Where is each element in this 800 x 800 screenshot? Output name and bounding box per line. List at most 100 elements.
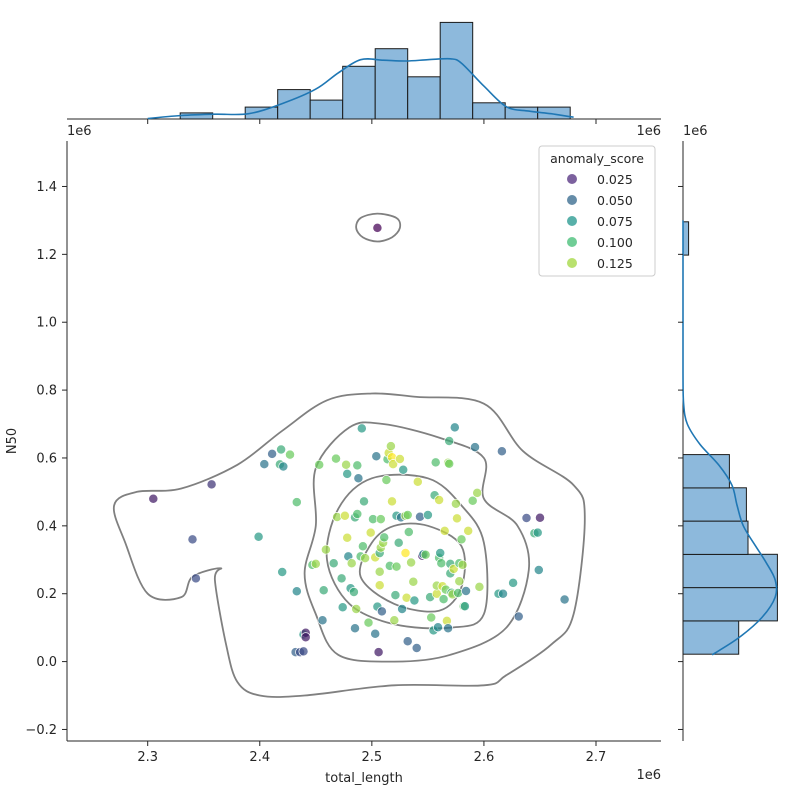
scatter-point [433,622,443,633]
legend-marker [567,174,577,184]
scatter-point [376,606,387,617]
scatter-point [298,646,309,657]
scatter-point [337,602,348,613]
legend-marker [567,237,577,247]
scatter-point [394,454,405,464]
marginal-x-bar [537,106,571,120]
marginal-y-histogram [682,220,778,656]
kde-contour-line [303,421,531,663]
marginal-y-bar [682,620,740,655]
scatter-point [291,497,302,508]
scatter-point [328,558,339,569]
scatter-point [521,513,532,523]
scatter-point [444,458,455,469]
scatter-point [370,628,381,639]
scatter-point [498,588,508,599]
y-tick-label: 0.0 [36,655,57,670]
scatter-point [430,457,441,468]
marginal-x-bar [342,65,376,120]
scatter-point [320,544,331,555]
y-marginal-offset-label: 1e6 [683,124,708,139]
scatter-point [391,561,402,572]
y-tick-label: 0.8 [36,384,57,399]
scatter-point [339,510,350,521]
legend-label: 0.050 [597,193,633,208]
scatter-point [393,537,404,548]
scatter-point [310,558,321,569]
scatter-point [409,595,420,606]
scatter-point [291,586,302,597]
x-tick-label: 2.7 [586,750,607,765]
x-offset-label: 1e6 [636,768,661,783]
scatter-point [336,573,347,584]
x-tick-label: 2.5 [362,750,383,765]
marginal-x-bar [472,102,506,120]
scatter-point [403,527,414,537]
scatter-point [206,479,217,490]
scatter-point [371,451,382,462]
legend: anomaly_score 0.025 0.050 0.075 0.100 0.… [538,145,656,277]
scatter-point [420,549,431,560]
scatter-point [400,548,411,558]
x-marginal-offset-label-left: 1e6 [67,124,92,139]
scatter-point [533,565,544,575]
legend-title: anomaly_score [550,151,644,166]
legend-label: 0.075 [597,214,633,229]
scatter-point [300,632,311,643]
scatter-point [356,423,367,434]
scatter-point [402,636,413,647]
scatter-point [452,513,462,524]
scatter-point [422,510,433,520]
kde-contours [112,212,586,698]
scatter-point [381,475,392,485]
scatter-points [148,222,570,658]
y-tick-label: 1.0 [36,316,57,331]
legend-label: 0.025 [597,172,633,187]
scatter-point [513,611,524,622]
scatter-point [187,534,198,545]
x-tick-label: 2.6 [474,750,495,765]
legend-entry: 0.075 [567,214,633,229]
scatter-point [454,576,465,587]
kde-contour-line [112,392,586,698]
scatter-point [411,643,422,653]
scatter-point [373,647,384,658]
axis-ticks: 2.3 2.4 2.5 2.6 2.7 −0.2 0.0 0.2 0.4 0.6 0.8 1.0 1.2… [25,119,683,765]
scatter-point [397,604,408,614]
y-tick-label: 0.6 [36,451,57,466]
marginal-y-bar [682,587,778,622]
scatter-point [450,498,461,509]
scatter-point [363,617,374,628]
scatter-point [508,577,519,588]
y-tick-label: 1.4 [36,180,57,195]
scatter-point [389,615,400,626]
x-tick-label: 2.4 [249,750,270,765]
scatter-point [412,476,423,487]
scatter-point [439,525,450,536]
scatter-point [374,580,385,591]
y-tick-label: 0.4 [36,519,57,534]
scatter-point [443,623,454,634]
scatter-point [374,566,385,577]
scatter-point [402,510,413,520]
legend-entry: 0.125 [567,256,633,271]
scatter-point [408,576,419,587]
scatter-point [318,585,329,596]
scatter-point [276,444,287,455]
scatter-point [342,532,353,543]
y-tick-label: 0.2 [36,587,57,602]
scatter-point [277,567,288,577]
marginal-y-bar [682,487,747,522]
scatter-point [426,612,437,623]
scatter-point [496,446,507,457]
kde-contour-line [355,212,402,243]
scatter-point [267,448,278,459]
kde-contour-line [358,522,466,613]
scatter-point [317,615,328,626]
legend-label: 0.100 [597,235,633,250]
marginal-x-histogram [147,21,574,120]
scatter-point [314,459,325,470]
scatter-point [360,553,371,564]
marginal-x-bar [407,76,441,120]
